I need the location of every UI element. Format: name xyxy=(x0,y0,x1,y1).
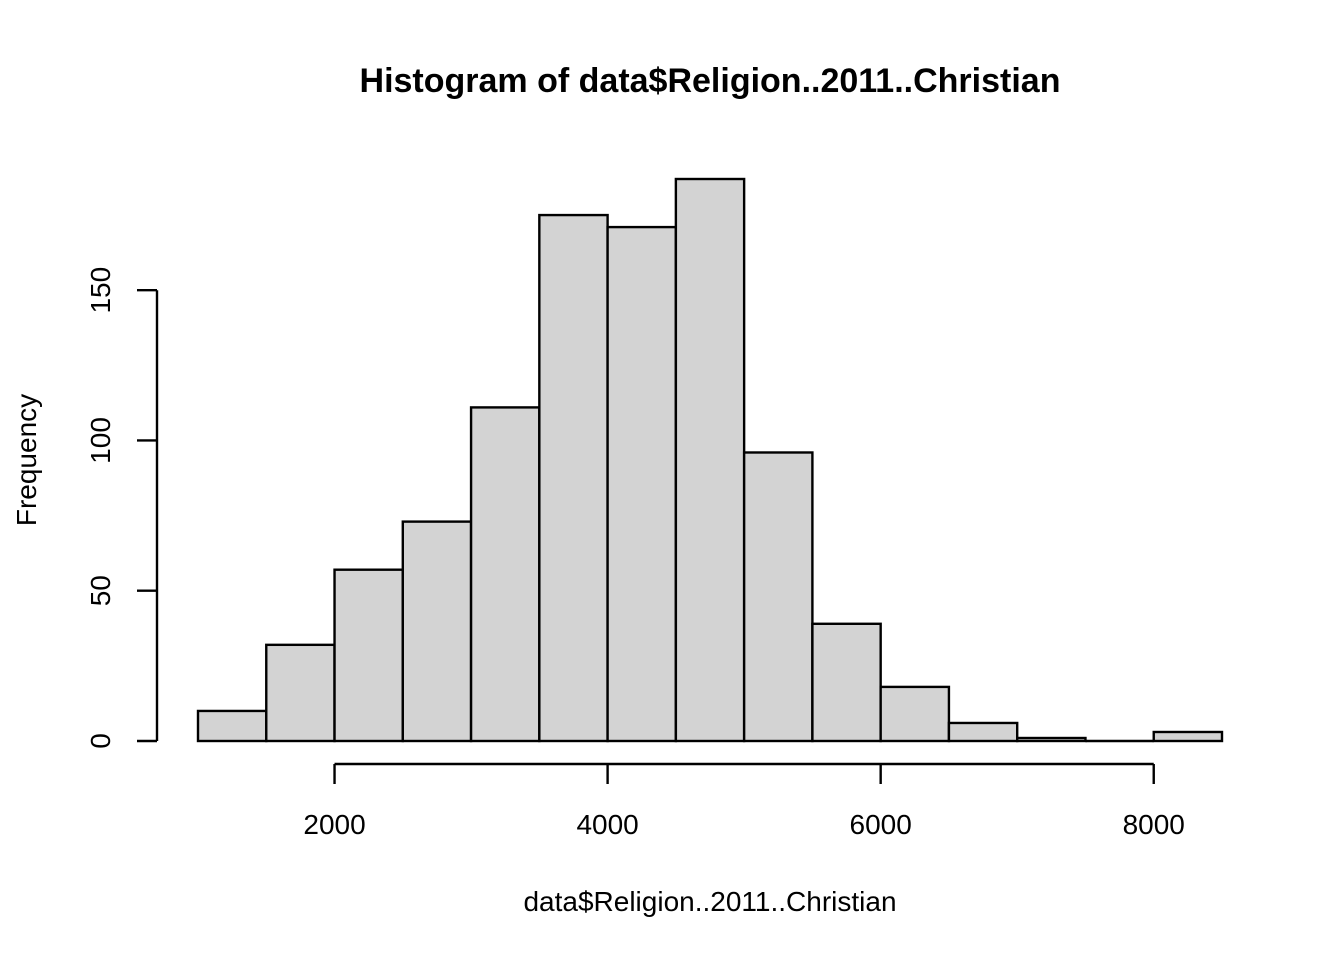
x-axis-label: data$Religion..2011..Christian xyxy=(523,886,896,917)
histogram-bar xyxy=(401,520,473,743)
x-tick-label: 4000 xyxy=(576,809,638,840)
histogram-bar xyxy=(333,568,404,743)
x-tick-label: 6000 xyxy=(850,809,912,840)
y-axis: 0 50 100 150 xyxy=(85,267,159,749)
x-tick-label: 8000 xyxy=(1123,809,1185,840)
histogram-bar xyxy=(469,406,541,743)
y-tick-label: 150 xyxy=(85,267,116,314)
histogram-bar xyxy=(538,213,609,743)
y-tick-label: 100 xyxy=(85,417,116,464)
histogram-bar xyxy=(674,177,746,743)
y-axis-label: Frequency xyxy=(11,394,42,526)
y-tick-label: 50 xyxy=(85,575,116,606)
x-tick-label: 2000 xyxy=(303,809,365,840)
histogram-bar xyxy=(1152,730,1224,743)
histogram-bar xyxy=(811,622,882,743)
histogram-bar xyxy=(196,709,268,743)
bars-layer xyxy=(196,177,1224,743)
x-axis: 2000 4000 6000 8000 xyxy=(303,762,1185,840)
histogram-bar xyxy=(879,685,951,743)
histogram-bar xyxy=(947,721,1019,743)
y-tick-label: 0 xyxy=(85,733,116,749)
histogram-bar xyxy=(742,451,814,743)
histogram-bar xyxy=(1016,736,1087,743)
histogram-bar xyxy=(265,643,336,743)
histogram-bar xyxy=(606,225,678,743)
chart-title: Histogram of data$Religion..2011..Christ… xyxy=(360,62,1061,100)
